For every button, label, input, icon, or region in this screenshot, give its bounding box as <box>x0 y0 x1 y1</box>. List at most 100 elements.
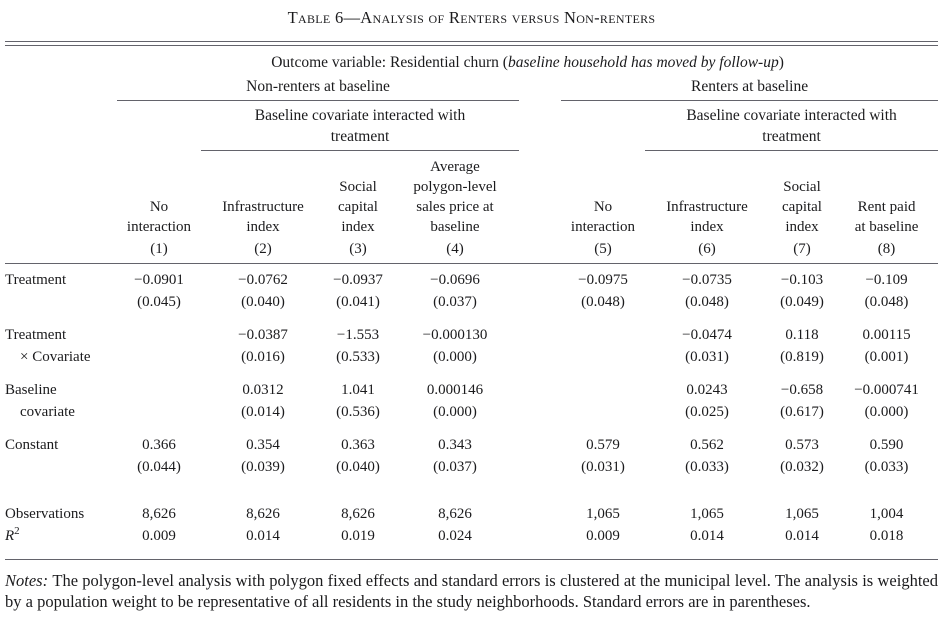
group-header-renters: Renters at baseline <box>561 76 939 101</box>
coef-value: 0.000146 <box>426 382 484 398</box>
stat-value: 8,626 <box>246 506 280 522</box>
table-row-constant: Constant 0.366 (0.044) 0.354 (0.039) 0.363… <box>5 434 938 489</box>
column-header: Average polygon-level sales price at bas… <box>413 159 497 235</box>
column-number: (4) <box>446 241 464 257</box>
se-value: (0.000) <box>433 404 477 420</box>
coef-value: 0.0312 <box>242 382 284 398</box>
stat-label: Observations <box>5 506 85 522</box>
stat-value: 0.014 <box>785 528 819 544</box>
stat-value: 1,065 <box>586 506 620 522</box>
regression-table: Outcome variable: Residential churn (bas… <box>5 50 939 561</box>
coef-value: −0.0387 <box>238 327 288 343</box>
se-value: (0.533) <box>336 349 380 365</box>
coef-value: −0.0937 <box>333 272 383 288</box>
table-row-baseline-covariate: Baseline covariate 0.0312 (0.014) 1.041 (0.… <box>5 379 938 434</box>
table-notes: Notes: The polygon-level analysis with p… <box>5 570 938 612</box>
se-value: (0.037) <box>433 459 477 475</box>
coef-value: −0.000130 <box>422 327 488 343</box>
stat-value: 8,626 <box>438 506 472 522</box>
coef-value: 0.363 <box>341 437 375 453</box>
se-value: (0.048) <box>864 294 909 310</box>
stat-value: 0.018 <box>869 528 904 544</box>
coef-value: −0.0762 <box>238 272 288 288</box>
coef-value: −0.000741 <box>854 382 919 398</box>
se-value: (0.014) <box>241 404 285 420</box>
column-number: (8) <box>877 241 896 257</box>
se-value: (0.032) <box>780 459 824 475</box>
column-header: Infrastructure index <box>666 199 748 235</box>
coef-value <box>561 324 645 346</box>
column-number: (2) <box>254 241 272 257</box>
coef-value: 0.118 <box>785 327 819 343</box>
se-value <box>117 401 201 423</box>
row-label: Treatment <box>5 327 67 343</box>
column-number: (1) <box>150 241 168 257</box>
coef-value: −0.0901 <box>134 272 184 288</box>
column-number-row: (1) (2) (3) (4) (5) (6) (7) (8) <box>5 238 938 262</box>
table-row-observations: Observations 8,626 8,626 8,626 8,626 1,0… <box>5 489 938 525</box>
outcome-prefix: Outcome variable: Residential churn ( <box>271 54 508 71</box>
row-label: Baseline <box>5 382 57 398</box>
se-value: (0.044) <box>137 459 181 475</box>
column-number: (6) <box>698 241 716 257</box>
se-value <box>561 346 645 368</box>
coef-value: −0.109 <box>865 272 908 288</box>
se-value: (0.041) <box>336 294 380 310</box>
stat-label: R2 <box>5 525 117 560</box>
header-rule <box>5 262 939 264</box>
stat-value: 0.009 <box>586 528 620 544</box>
se-value: (0.045) <box>137 294 181 310</box>
coef-value: −0.103 <box>780 272 824 288</box>
stat-value: 8,626 <box>341 506 375 522</box>
se-value: (0.016) <box>241 349 285 365</box>
paper-table-page: Table 6—Analysis of Renters versus Non-r… <box>5 8 939 612</box>
stat-value: 0.019 <box>341 528 375 544</box>
coef-value: −0.0474 <box>682 327 732 343</box>
se-value: (0.037) <box>433 294 477 310</box>
coef-value: −0.0696 <box>430 272 480 288</box>
column-header: No interaction <box>570 199 636 235</box>
column-number: (3) <box>349 241 367 257</box>
se-value <box>117 346 201 368</box>
se-value: (0.001) <box>864 349 909 365</box>
stat-value: 1,065 <box>690 506 724 522</box>
coef-value: −0.658 <box>780 382 824 398</box>
se-value: (0.536) <box>336 404 380 420</box>
se-value <box>561 401 645 423</box>
row-label: Constant <box>5 437 59 453</box>
outcome-variable: Outcome variable: Residential churn (bas… <box>117 50 938 76</box>
se-value: (0.048) <box>685 294 729 310</box>
coef-value: 0.354 <box>246 437 280 453</box>
bottom-rule <box>5 559 939 561</box>
row-label: Treatment <box>5 272 67 288</box>
row-label-line2: × Covariate <box>20 349 91 365</box>
se-value: (0.049) <box>780 294 824 310</box>
table-row-r-squared: R2 0.009 0.014 0.019 0.024 0.009 0.014 0… <box>5 525 938 560</box>
group-header-row: Non-renters at baseline Renters at basel… <box>5 76 939 101</box>
stat-value: 8,626 <box>142 506 176 522</box>
stat-value: 0.024 <box>438 528 472 544</box>
top-double-rule <box>5 41 938 46</box>
se-value: (0.040) <box>241 294 285 310</box>
coef-value: 0.00115 <box>862 327 911 343</box>
se-value: (0.000) <box>433 349 477 365</box>
subgroup-header-row: Baseline covariate interacted with treat… <box>5 100 939 151</box>
column-header: Rent paid at baseline <box>854 199 919 235</box>
row-label-line2: covariate <box>20 404 75 420</box>
coef-value: −1.553 <box>336 327 380 343</box>
outcome-row: Outcome variable: Residential churn (bas… <box>5 50 938 76</box>
group-header-nonrenters: Non-renters at baseline <box>117 76 519 101</box>
se-value: (0.033) <box>685 459 729 475</box>
column-number: (7) <box>793 241 811 257</box>
column-header: Social capital index <box>782 179 822 235</box>
coef-value: 0.562 <box>690 437 724 453</box>
stat-value: 0.014 <box>246 528 280 544</box>
se-value: (0.031) <box>581 459 625 475</box>
column-number: (5) <box>594 241 612 257</box>
coef-value: 0.579 <box>586 437 620 453</box>
column-header: Social capital index <box>338 179 378 235</box>
notes-label: Notes: <box>5 571 53 590</box>
se-value: (0.819) <box>780 349 824 365</box>
subgroup-header-left: Baseline covariate interacted with treat… <box>201 100 519 151</box>
coef-value: 0.343 <box>438 437 472 453</box>
